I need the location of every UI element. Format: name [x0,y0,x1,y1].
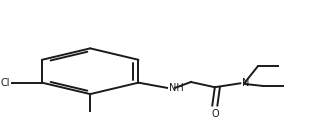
Text: Cl: Cl [1,78,10,88]
Text: NH: NH [169,83,183,93]
Text: O: O [211,109,219,119]
Text: N: N [242,78,249,88]
